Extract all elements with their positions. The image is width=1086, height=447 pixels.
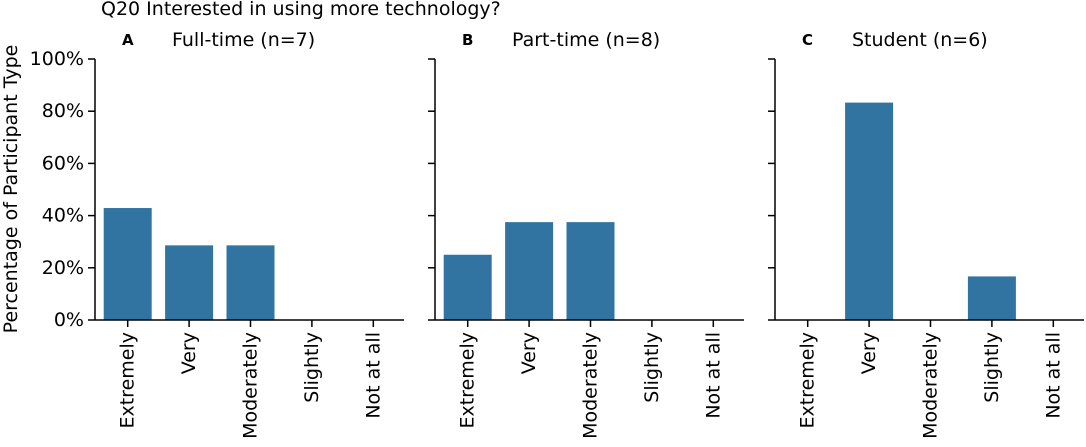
bar: [226, 245, 275, 320]
chart-panel-c: C Student (n=6) Extremely Very Moderately Sli…: [768, 29, 1084, 439]
x-tick-label: Not at all: [702, 332, 724, 419]
chart-panel-a: A Full-time (n=7) Extremely Very Moderately S…: [30, 29, 404, 439]
x-tick-label: Slightly: [641, 332, 663, 403]
chart-panel-b: B Part-time (n=8) Extremely Very Moderately S…: [428, 29, 744, 439]
x-tick-label: Not at all: [1042, 332, 1064, 419]
x-tick-label: Not at all: [362, 332, 384, 419]
panel-letter: B: [462, 31, 473, 49]
panel-letter: A: [122, 31, 134, 49]
panel-letter: C: [802, 31, 813, 49]
bar: [443, 254, 492, 320]
x-tick-label: Slightly: [301, 332, 323, 403]
x-tick-label: Very: [518, 332, 540, 374]
y-tick-label: 100%: [30, 48, 84, 70]
bar: [505, 222, 554, 320]
y-tick-label: 60%: [42, 152, 84, 174]
y-tick-label: 40%: [42, 205, 84, 227]
bar: [845, 102, 894, 320]
y-tick-label: 0%: [54, 309, 84, 331]
x-tick-label: Extremely: [117, 332, 139, 429]
bar: [566, 222, 615, 320]
x-tick-label: Extremely: [457, 332, 479, 429]
panel-title: Full-time (n=7): [172, 29, 315, 51]
bar: [165, 245, 214, 320]
x-tick-label: Extremely: [797, 332, 819, 429]
x-tick-label: Very: [178, 332, 200, 374]
y-tick-label: 80%: [42, 100, 84, 122]
bar: [967, 276, 1016, 320]
x-tick-label: Very: [858, 332, 880, 374]
panel-title: Student (n=6): [852, 29, 988, 51]
chart-panels: A Full-time (n=7) Extremely Very Moderately S…: [30, 29, 1084, 439]
x-tick-label: Moderately: [580, 332, 602, 439]
panel-title: Part-time (n=8): [512, 29, 660, 51]
x-tick-label: Moderately: [920, 332, 942, 439]
y-axis-label: Percentage of Participant Type: [0, 45, 22, 334]
bar: [103, 208, 152, 320]
x-tick-label: Moderately: [240, 332, 262, 439]
y-tick-label: 20%: [42, 257, 84, 279]
x-tick-label: Slightly: [981, 332, 1003, 403]
figure-title: Q20 Interested in using more technology?: [101, 0, 501, 20]
